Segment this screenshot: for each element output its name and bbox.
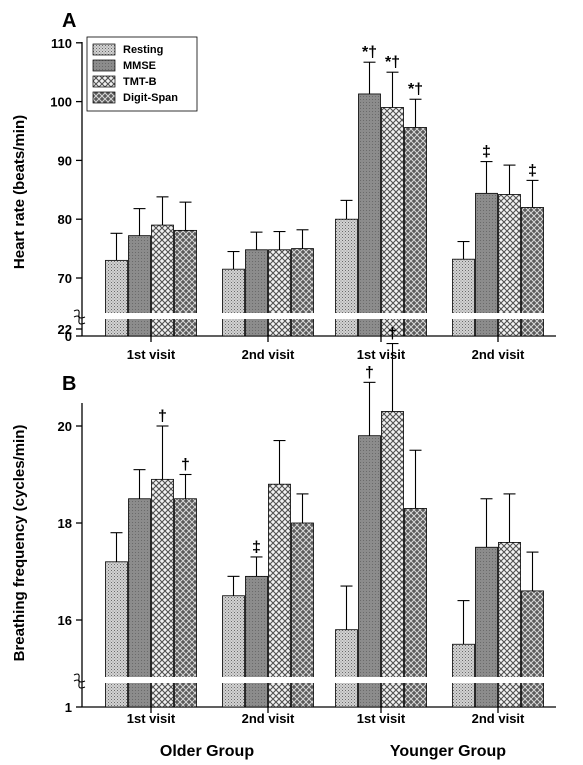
panel-b-significance-mark: †: [158, 408, 167, 425]
legend-label-mmse: MMSE: [123, 60, 156, 72]
panel-a-category-label: 1st visit: [127, 347, 176, 362]
panel-b-y-axis-title: Breathing frequency (cycles/min): [11, 425, 28, 662]
panel-b-bar-tmt-b: [151, 478, 174, 708]
panel-b-bar-mmse: [128, 498, 151, 708]
panel-b-bar-tmt-b: [268, 483, 291, 708]
panel-a-bar-resting: [452, 258, 475, 337]
panel-b-y-tick-label: 22: [58, 322, 72, 337]
panel-b-axis-break-squiggle: [73, 673, 86, 683]
panel-b-significance-mark: †: [365, 364, 374, 381]
legend-label-resting: Resting: [123, 44, 163, 56]
legend-swatch-tmt-b: [92, 75, 116, 88]
panel-b-y-tick-label: 20: [58, 419, 72, 434]
panel-b-bar-resting: [105, 561, 128, 708]
panel-a-bar-digit-span: [174, 229, 197, 337]
panel-a-bar-digit-span: [404, 127, 427, 337]
panel-b-category-label: 2nd visit: [242, 711, 295, 726]
group-label-younger: Younger Group: [390, 743, 506, 760]
group-label-older: Older Group: [160, 743, 254, 760]
panel-b-bar-mmse: [475, 546, 498, 708]
panel-a-axis-break-squiggle: [73, 309, 86, 319]
panel-b-y-tick-label: 18: [58, 516, 72, 531]
panel-a-bar-mmse: [245, 249, 268, 337]
panel-a-bar-digit-span: [291, 248, 314, 337]
legend: Resting MMSE TMT-B Digit-Span: [86, 36, 198, 112]
panel-a-bar-tmt-b: [151, 224, 174, 337]
panel-b-category-label: 1st visit: [127, 711, 176, 726]
panel-b-y-tick-label: 16: [58, 613, 72, 628]
panel-a-y-tick-label: 0: [65, 329, 72, 344]
panel-a-significance-mark: *†: [408, 81, 423, 98]
panel-b-letter: B: [62, 373, 76, 395]
panel-b-bar-resting: [335, 629, 358, 708]
panel-a-significance-mark: ‡: [528, 162, 537, 179]
panel-a-y-tick-label: 100: [50, 95, 72, 110]
panel-a-category-label: 2nd visit: [472, 347, 525, 362]
panel-a-bar-mmse: [358, 93, 381, 337]
panel-b-y-tick-label: 1: [65, 700, 72, 715]
panel-a-category-label: 1st visit: [357, 347, 406, 362]
panel-a-significance-mark: ‡: [482, 144, 491, 161]
panel-b-bar-resting: [452, 643, 475, 708]
panel-b-axis-break-band: [83, 677, 555, 683]
panel-b-bar-tmt-b: [381, 411, 404, 708]
panel-a-axis-break-band: [83, 313, 555, 319]
panel-a-bar-resting: [222, 268, 245, 337]
panel-b-bar-digit-span: [174, 498, 197, 708]
panel-a-y-tick-label: 80: [58, 212, 72, 227]
panel-a-letter: A: [62, 10, 76, 32]
legend-swatch-mmse: [92, 59, 116, 72]
panel-b-significance-mark: ‡: [252, 539, 261, 556]
panel-b-bar-mmse: [358, 435, 381, 708]
panel-b-category-label: 2nd visit: [472, 711, 525, 726]
panel-b-category-label: 1st visit: [357, 711, 406, 726]
panel-b-bar-mmse: [245, 575, 268, 708]
panel-a-y-tick-label: 110: [51, 36, 72, 51]
legend-swatch-digit-span: [92, 91, 116, 104]
legend-label-digit-span: Digit-Span: [123, 92, 178, 104]
panel-b-bar-digit-span: [521, 590, 544, 708]
panel-a-y-tick-label: 90: [58, 153, 72, 168]
panel-a-significance-mark: *†: [385, 54, 400, 71]
legend-swatch-resting: [92, 43, 116, 56]
panel-b-plot-area: 1 16 18 20 22 1st visit 2nd visit 1st visit 2nd …: [58, 322, 556, 726]
panel-a-category-label: 2nd visit: [242, 347, 295, 362]
panel-a-y-axis-title: Heart rate (beats/min): [11, 115, 28, 269]
panel-b-significance-mark: †: [388, 326, 397, 343]
panel-a-bar-mmse: [128, 235, 151, 337]
panel-b-bar-resting: [222, 595, 245, 708]
panel-b-axis-break-squiggle: [73, 679, 86, 689]
panel-a-significance-mark: *†: [362, 44, 377, 61]
legend-label-tmt-b: TMT-B: [123, 76, 157, 88]
panel-b-significance-mark: †: [181, 457, 190, 474]
panel-a-plot-area: 0 70 80 90 100 110 1st visit 2nd visit 1st visit…: [50, 36, 556, 362]
panel-a-y-tick-label: 70: [58, 271, 72, 286]
panel-a-axis-break-squiggle: [73, 315, 86, 325]
panel-a-bar-tmt-b: [268, 249, 291, 337]
panel-a-bar-resting: [105, 259, 128, 337]
panel-a-bar-tmt-b: [381, 107, 404, 337]
